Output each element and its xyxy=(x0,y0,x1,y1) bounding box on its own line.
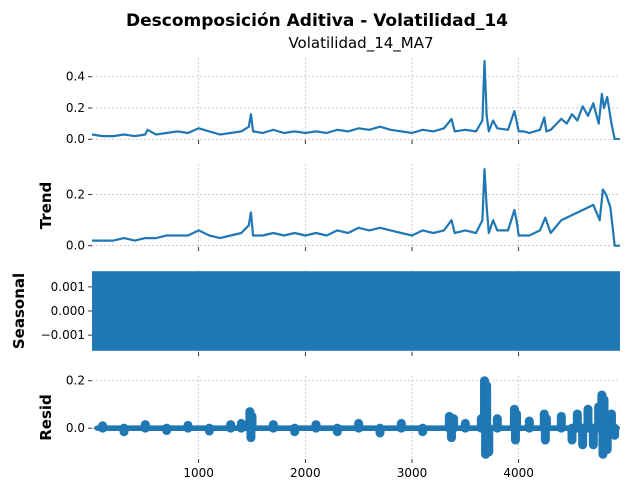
series-line xyxy=(92,60,620,140)
series-line xyxy=(92,168,620,247)
y-axis-label: Trend xyxy=(37,182,55,230)
x-tick-label: 3000 xyxy=(397,466,428,480)
y-tick-label: 0.0 xyxy=(66,421,85,435)
y-tick-label: 0.4 xyxy=(66,70,85,84)
x-tick-label: 1000 xyxy=(183,466,214,480)
series-trend xyxy=(92,168,620,247)
y-axis-label: Seasonal xyxy=(10,273,28,349)
panel-observed: 0.0 0.2 0.4 Volatilidad_14_MA7 xyxy=(66,34,620,146)
y-axis-label: Resid xyxy=(37,394,55,441)
panel-trend: 0.0 0.2 Trend xyxy=(37,164,620,253)
seasonal-band xyxy=(92,271,620,351)
panel-resid: 1000 2000 3000 4000 0.0 0.2 Resid xyxy=(37,374,620,480)
subplot-panels: 0.0 0.2 0.4 Volatilidad_14_MA7 0.0 0.2 Trend −0… xyxy=(10,34,620,480)
y-tick-label: 0.001 xyxy=(51,280,85,294)
panel-title: Volatilidad_14_MA7 xyxy=(288,34,433,53)
figure-title: Descomposición Aditiva - Volatilidad_14 xyxy=(126,11,508,31)
y-tick-label: 0.000 xyxy=(51,304,85,318)
y-tick-label: 0.2 xyxy=(66,101,85,115)
y-tick-label: 0.0 xyxy=(66,239,85,253)
x-tick-label: 2000 xyxy=(290,466,321,480)
y-tick-label: 0.2 xyxy=(66,374,85,388)
panel-seasonal: −0.001 0.000 0.001 Seasonal xyxy=(10,270,620,356)
x-tick-label: 4000 xyxy=(503,466,534,480)
series-resid xyxy=(94,376,620,459)
series-seasonal xyxy=(92,271,620,351)
y-tick-label: 0.2 xyxy=(66,188,85,202)
y-tick-label: −0.001 xyxy=(41,328,85,342)
series-observed xyxy=(92,60,620,140)
y-tick-label: 0.0 xyxy=(66,132,85,146)
